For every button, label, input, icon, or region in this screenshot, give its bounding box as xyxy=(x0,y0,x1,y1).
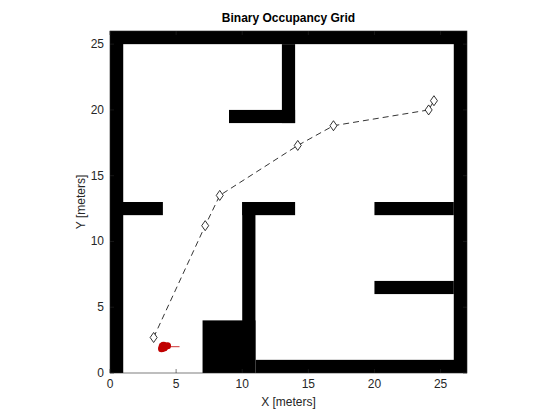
y-tick xyxy=(110,373,114,374)
obstacle xyxy=(454,31,467,373)
x-tick xyxy=(176,31,177,35)
obstacle xyxy=(110,31,467,44)
x-tick xyxy=(308,31,309,35)
x-tick-label: 20 xyxy=(368,377,382,391)
obstacle xyxy=(255,360,467,373)
x-tick xyxy=(440,369,441,373)
x-axis-label: X [meters] xyxy=(261,395,316,409)
x-tick xyxy=(440,31,441,35)
data-layer xyxy=(110,31,467,373)
y-tick xyxy=(110,241,114,242)
y-tick xyxy=(463,175,467,176)
robot-body xyxy=(158,345,165,352)
robot xyxy=(158,342,180,353)
title: Binary Occupancy Grid xyxy=(222,11,355,25)
waypoint xyxy=(294,140,301,150)
y-tick xyxy=(110,109,114,110)
y-tick-label: 0 xyxy=(97,366,104,380)
x-tick xyxy=(308,369,309,373)
obstacle xyxy=(242,202,255,360)
obstacle xyxy=(242,202,295,215)
x-tick-label: 10 xyxy=(236,377,250,391)
y-tick xyxy=(463,307,467,308)
obstacle xyxy=(229,110,295,123)
y-axis-label: Y [meters] xyxy=(74,175,88,229)
obstacle xyxy=(110,202,163,215)
x-tick-label: 25 xyxy=(434,377,448,391)
chart: 0 5 10 15 20 25 0 5 10 15 20 25 Binary Occupancy Gri… xyxy=(0,0,560,420)
x-tick xyxy=(176,369,177,373)
y-tick xyxy=(463,373,467,374)
y-tick-label: 10 xyxy=(91,234,105,248)
x-tick xyxy=(242,369,243,373)
y-tick-label: 5 xyxy=(97,300,104,314)
waypoint xyxy=(425,105,432,115)
y-tick xyxy=(463,241,467,242)
waypoint xyxy=(430,96,437,106)
waypoint xyxy=(202,221,209,231)
x-tick-label: 15 xyxy=(302,377,316,391)
x-tick-label: 5 xyxy=(173,377,180,391)
y-tick xyxy=(110,307,114,308)
y-tick-label: 20 xyxy=(91,103,105,117)
x-tick xyxy=(374,369,375,373)
x-tick-label: 0 xyxy=(107,377,114,391)
path-line xyxy=(154,101,434,338)
y-tick-label: 25 xyxy=(91,37,105,51)
y-tick xyxy=(110,175,114,176)
x-tick xyxy=(374,31,375,35)
obstacle xyxy=(374,202,453,215)
plot-area xyxy=(110,31,467,373)
waypoint xyxy=(150,332,157,342)
obstacle xyxy=(374,281,453,294)
x-tick xyxy=(110,31,111,35)
axes-frame xyxy=(110,31,467,373)
y-tick xyxy=(110,44,114,45)
y-tick xyxy=(463,109,467,110)
robot-body xyxy=(164,342,171,349)
x-tick xyxy=(110,369,111,373)
x-tick xyxy=(242,31,243,35)
waypoint xyxy=(216,190,223,200)
y-tick xyxy=(463,44,467,45)
waypoint xyxy=(330,121,337,131)
y-tick-label: 15 xyxy=(91,169,105,183)
